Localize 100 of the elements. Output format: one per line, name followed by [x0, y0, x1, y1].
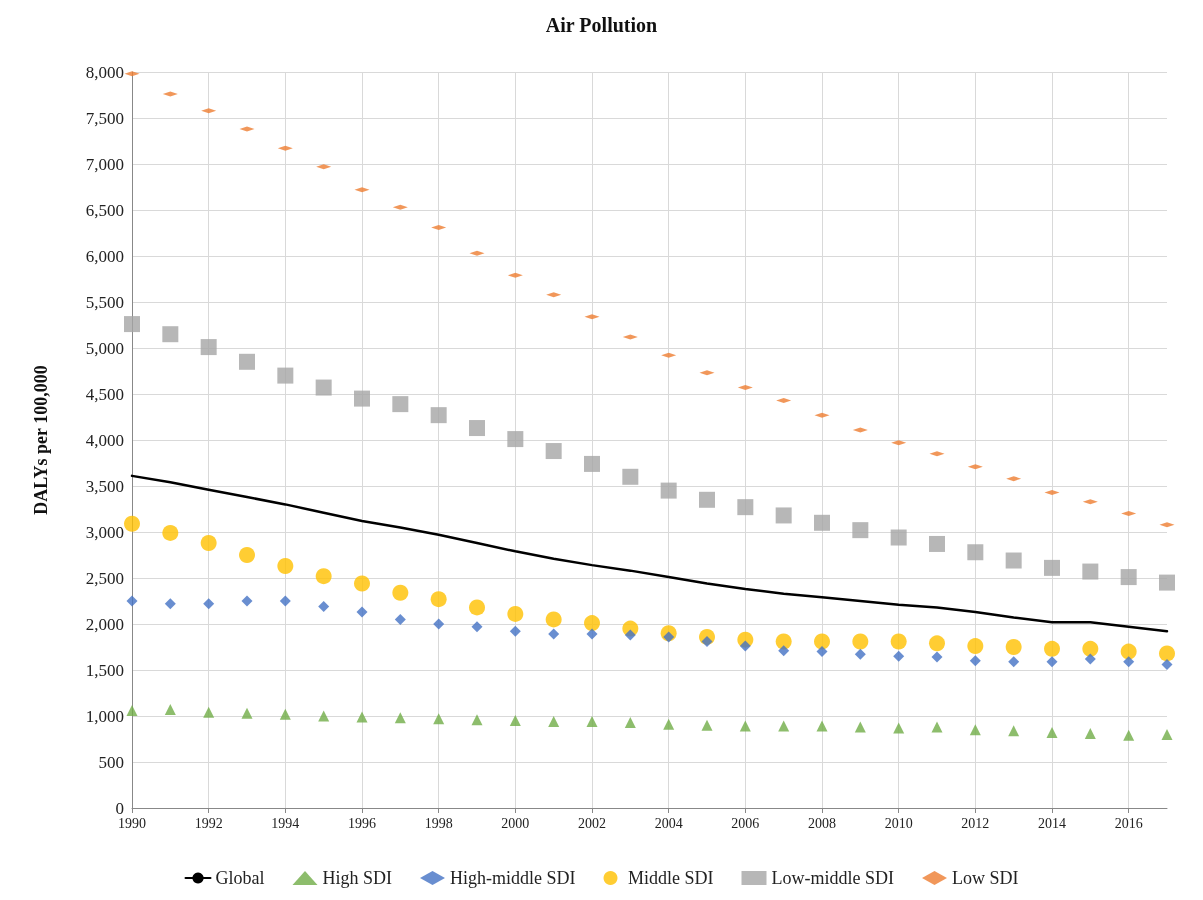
y-tick-label: 4,500 [85, 384, 124, 404]
point [203, 598, 215, 610]
point [775, 507, 792, 524]
point [1044, 640, 1060, 657]
point [814, 633, 830, 650]
point [1082, 563, 1099, 580]
point [586, 716, 598, 728]
y-tick-label: 2,000 [85, 614, 124, 634]
point [433, 618, 445, 630]
y-tick-label: 7,500 [85, 108, 124, 128]
point [969, 724, 981, 736]
point [1161, 658, 1173, 670]
point [1123, 656, 1135, 668]
point [1161, 728, 1173, 740]
point [931, 721, 943, 733]
y-tick-label: 7,000 [85, 154, 124, 174]
point [126, 595, 138, 607]
legend-label: Low SDI [951, 868, 1019, 888]
point [1084, 653, 1096, 665]
point [545, 611, 562, 628]
point [739, 640, 751, 652]
point [931, 651, 943, 663]
point [893, 722, 905, 734]
point [890, 633, 907, 650]
y-tick-label: 5,000 [85, 338, 124, 358]
point [814, 514, 830, 531]
point [1159, 645, 1175, 662]
y-tick-label: 5,500 [85, 292, 124, 312]
point [624, 716, 636, 728]
point [816, 646, 828, 658]
point [663, 718, 675, 730]
y-tick-label: 1,000 [85, 706, 124, 726]
point [507, 431, 524, 448]
point [162, 326, 179, 343]
point [852, 522, 869, 539]
point [739, 720, 751, 732]
y-axis-title: DALYs per 100,000 [31, 365, 51, 515]
x-tick-label: 2000 [501, 815, 530, 831]
point [318, 710, 330, 722]
point [356, 606, 368, 618]
point [430, 591, 447, 608]
legend-label: Middle SDI [628, 868, 714, 888]
legend-label: Low-middle SDI [771, 868, 894, 888]
point [778, 645, 790, 657]
point [624, 629, 636, 641]
point [1044, 559, 1060, 576]
point [239, 547, 255, 563]
point [816, 720, 828, 732]
point [1084, 727, 1096, 739]
point [1159, 574, 1175, 591]
point [854, 648, 866, 660]
point [164, 598, 176, 610]
point [584, 455, 600, 472]
x-tick-label: 2004 [654, 815, 683, 831]
point [929, 635, 945, 652]
point [241, 595, 253, 607]
point [1082, 640, 1099, 657]
x-tick-label: 2008 [808, 815, 836, 831]
point [126, 704, 138, 716]
point [239, 353, 255, 370]
point [509, 715, 521, 727]
point [433, 713, 445, 725]
point [967, 544, 984, 561]
point [1120, 569, 1137, 586]
point [584, 615, 600, 632]
point [241, 707, 253, 719]
y-tick-label: 500 [98, 752, 124, 772]
x-tick-label: 1992 [194, 815, 223, 831]
point [354, 575, 370, 592]
point [737, 499, 754, 516]
point [701, 719, 713, 731]
point [778, 720, 790, 732]
x-tick-label: 1994 [271, 815, 300, 831]
point [507, 605, 524, 622]
point [471, 714, 483, 726]
y-tick-label: 2,500 [85, 568, 124, 588]
point [854, 721, 866, 733]
point [315, 568, 332, 585]
point [315, 379, 332, 396]
point [279, 708, 291, 720]
x-tick-label: 1990 [118, 815, 146, 831]
y-tick-label: 0 [115, 798, 124, 818]
point [430, 407, 447, 424]
point [967, 638, 984, 655]
point [200, 535, 217, 552]
point [890, 529, 907, 546]
point [394, 613, 406, 625]
point [392, 396, 409, 413]
point [200, 339, 217, 356]
point [1008, 656, 1020, 668]
chart-title: Air Pollution [545, 14, 658, 36]
y-tick-label: 8,000 [85, 62, 124, 82]
point [586, 628, 598, 640]
point [354, 390, 370, 407]
point [469, 420, 485, 437]
x-tick-label: 2006 [731, 815, 760, 831]
x-tick-label: 2010 [884, 815, 913, 831]
x-tick-label: 2016 [1114, 815, 1143, 831]
point [279, 595, 291, 607]
point [1005, 639, 1022, 655]
